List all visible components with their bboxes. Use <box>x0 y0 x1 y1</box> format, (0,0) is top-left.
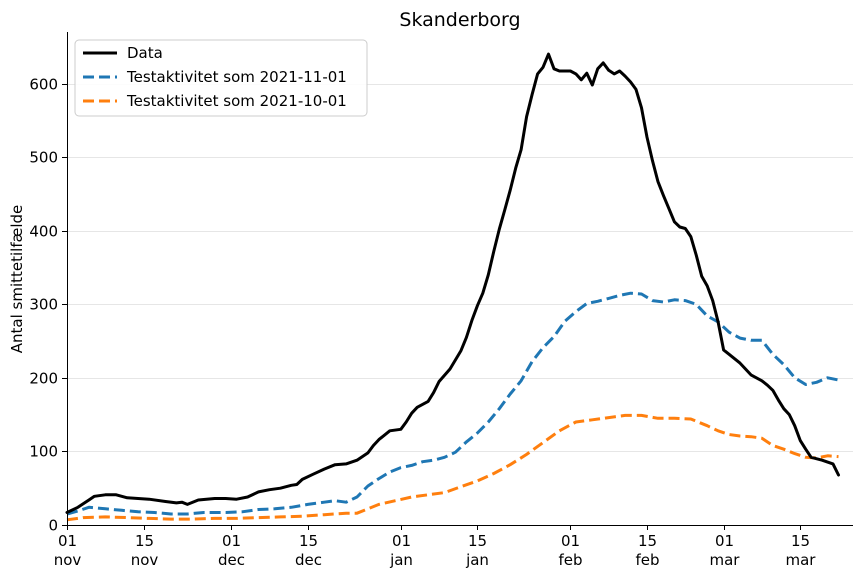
legend-label-0: Data <box>127 44 163 62</box>
x-tick-day-label: 01 <box>561 532 580 550</box>
x-tick-month-label: jan <box>389 551 413 569</box>
x-tick-day-label: 15 <box>468 532 487 550</box>
x-tick-day-label: 01 <box>58 532 77 550</box>
x-tick-month-label: nov <box>131 551 159 569</box>
y-tick-label: 300 <box>29 296 58 314</box>
x-tick-day-label: 15 <box>135 532 154 550</box>
y-tick-label: 400 <box>29 223 58 241</box>
y-axis-label: Antal smittetilfælde <box>8 205 26 354</box>
series-line-2 <box>66 413 839 522</box>
x-tick-day-label: 01 <box>392 532 411 550</box>
x-tick-month-label: jan <box>465 551 489 569</box>
y-tick-label: 200 <box>29 370 58 388</box>
x-tick-month-label: nov <box>54 551 82 569</box>
x-tick-day-label: 01 <box>222 532 241 550</box>
x-ticks: 01nov15nov01dec15dec01jan15jan01feb15feb… <box>54 525 817 569</box>
x-tick-day-label: 15 <box>791 532 810 550</box>
x-tick-day-label: 15 <box>299 532 318 550</box>
y-tick-label: 600 <box>29 76 58 94</box>
y-ticks: 0 100 200 300 400 500 600 <box>29 76 67 535</box>
series-line-0 <box>65 52 840 514</box>
x-tick-month-label: feb <box>635 551 659 569</box>
series-line-1 <box>66 291 839 516</box>
x-tick-month-label: dec <box>295 551 322 569</box>
series-layer <box>65 52 840 522</box>
legend-box <box>74 39 368 117</box>
legend-label-1: Testaktivitet som 2021-11-01 <box>126 68 347 86</box>
x-tick-day-label: 01 <box>715 532 734 550</box>
axes <box>67 32 853 526</box>
chart-title: Skanderborg <box>399 9 520 31</box>
x-tick-day-label: 15 <box>638 532 657 550</box>
x-tick-month-label: mar <box>710 551 741 569</box>
y-tick-label: 500 <box>29 149 58 167</box>
y-tick-label: 100 <box>29 443 58 461</box>
legend-label-2: Testaktivitet som 2021-10-01 <box>126 92 347 110</box>
x-tick-month-label: dec <box>218 551 245 569</box>
y-tick-label: 0 <box>48 517 58 535</box>
grid-lines <box>67 84 853 452</box>
x-tick-month-label: mar <box>786 551 817 569</box>
x-tick-month-label: feb <box>558 551 582 569</box>
legend: Data Testaktivitet som 2021-11-01 Testakti… <box>74 39 368 117</box>
